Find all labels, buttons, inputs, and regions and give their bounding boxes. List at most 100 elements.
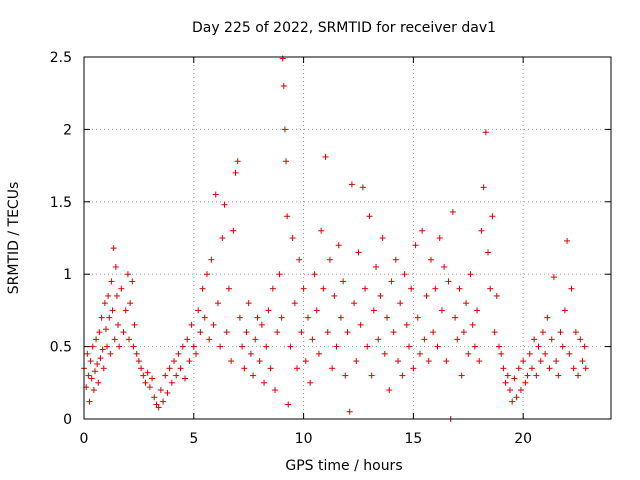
data-point <box>293 365 300 372</box>
data-point <box>307 379 314 386</box>
y-tick-label: 0.5 <box>50 340 72 356</box>
data-point <box>104 343 111 350</box>
data-point <box>359 184 366 191</box>
data-point <box>445 278 452 285</box>
data-point <box>506 387 513 394</box>
data-point <box>471 343 478 350</box>
data-point <box>476 358 483 365</box>
data-point <box>289 235 296 241</box>
data-point <box>102 326 109 333</box>
data-point <box>533 372 540 379</box>
data-point <box>258 321 265 328</box>
data-point <box>315 350 322 357</box>
data-point <box>434 343 441 350</box>
data-point <box>577 336 584 343</box>
data-point <box>335 242 342 249</box>
data-point <box>502 379 509 386</box>
data-point <box>423 292 430 299</box>
data-point <box>553 358 560 365</box>
data-point <box>324 329 331 336</box>
data-point <box>243 329 250 336</box>
data-point <box>269 285 276 292</box>
data-point <box>559 343 566 350</box>
data-point <box>546 365 553 372</box>
data-point <box>138 365 145 372</box>
data-point <box>320 285 327 292</box>
data-point <box>579 358 586 365</box>
data-point <box>357 321 364 328</box>
data-point <box>348 181 355 188</box>
data-point <box>395 358 402 365</box>
data-point <box>441 263 448 270</box>
data-point <box>122 307 129 314</box>
data-point <box>581 343 588 350</box>
data-point <box>500 365 507 372</box>
data-point <box>340 278 347 285</box>
data-point <box>379 235 386 241</box>
data-point <box>142 379 149 386</box>
data-point <box>443 358 450 365</box>
data-point <box>84 350 91 357</box>
data-point <box>575 372 582 379</box>
data-point <box>318 227 325 234</box>
data-point <box>322 153 329 160</box>
data-point <box>197 329 204 336</box>
data-point <box>311 271 318 278</box>
data-point <box>210 321 217 328</box>
data-point <box>225 285 232 292</box>
data-point <box>212 191 219 198</box>
data-point <box>97 355 104 362</box>
data-point <box>498 350 505 357</box>
x-tick-label: 5 <box>189 431 198 447</box>
data-point <box>129 278 136 285</box>
data-point <box>421 336 428 343</box>
grid <box>84 57 611 419</box>
data-point <box>144 369 151 376</box>
data-point <box>86 398 93 405</box>
data-point <box>364 343 371 350</box>
y-tick-label: 2 <box>63 122 72 138</box>
data-point <box>344 329 351 336</box>
data-point <box>101 300 108 307</box>
data-point <box>511 375 518 382</box>
data-point <box>582 365 589 372</box>
data-point <box>182 375 189 382</box>
data-point <box>436 235 443 241</box>
data-point <box>504 372 511 379</box>
axis-ticks: 0 5 10 15 20 0 0.5 1 1.5 2 2.5 <box>50 50 611 447</box>
data-point <box>281 126 288 133</box>
data-point <box>267 365 274 372</box>
data-point <box>302 358 309 365</box>
data-point <box>326 256 333 263</box>
x-axis-label: GPS time / hours <box>285 458 402 474</box>
data-point <box>291 300 298 307</box>
data-point <box>107 350 114 357</box>
data-point <box>106 314 113 321</box>
data-point <box>95 379 102 386</box>
data-point <box>188 321 195 328</box>
data-point <box>223 329 230 336</box>
data-point <box>405 343 412 350</box>
data-point <box>109 307 116 314</box>
data-point <box>469 321 476 328</box>
data-point <box>263 343 270 350</box>
data-point <box>474 307 481 314</box>
data-point <box>412 242 419 249</box>
data-point <box>168 379 175 386</box>
data-point <box>509 398 516 405</box>
data-point <box>214 300 221 307</box>
data-point <box>355 249 362 256</box>
data-point <box>524 372 531 379</box>
data-point <box>517 387 524 394</box>
data-point <box>397 300 404 307</box>
data-point <box>489 213 496 220</box>
data-point <box>276 271 283 278</box>
data-point <box>373 263 380 270</box>
data-point <box>272 387 279 394</box>
data-point <box>438 307 445 314</box>
y-tick-label: 2.5 <box>50 50 72 66</box>
data-point <box>162 372 169 379</box>
data-point <box>239 343 246 350</box>
data-point <box>256 358 263 365</box>
data-point <box>203 271 210 278</box>
